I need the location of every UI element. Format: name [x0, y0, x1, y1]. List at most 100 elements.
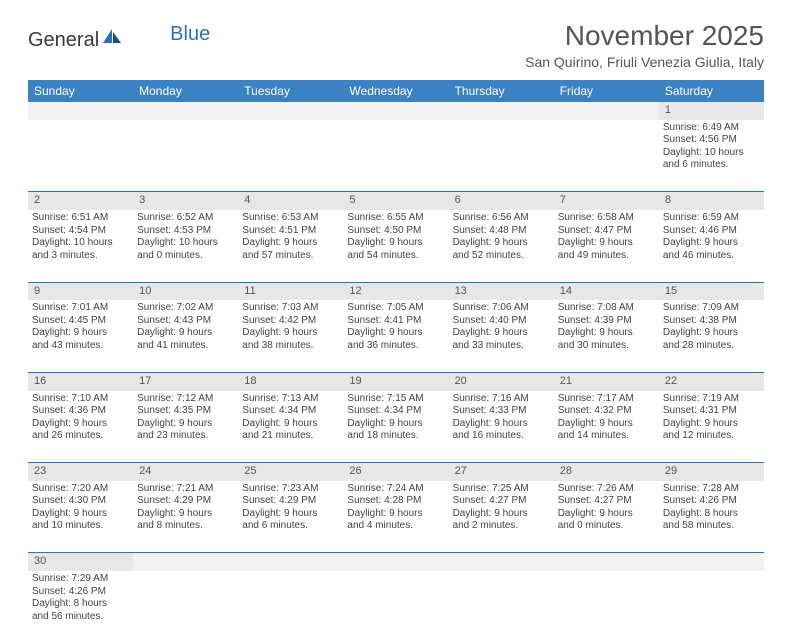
weekday-header: Monday	[133, 80, 238, 102]
day-cell	[238, 120, 343, 192]
daylight-text: Daylight: 9 hours	[242, 327, 339, 340]
daylight-text: Daylight: 9 hours	[453, 327, 550, 340]
sunrise-text: Sunrise: 7:03 AM	[242, 302, 339, 315]
day-cell: Sunrise: 7:21 AMSunset: 4:29 PMDaylight:…	[133, 481, 238, 553]
day-number	[554, 553, 659, 571]
day-number: 11	[238, 282, 343, 300]
day-cell	[449, 120, 554, 192]
day-cell: Sunrise: 7:23 AMSunset: 4:29 PMDaylight:…	[238, 481, 343, 553]
daylight-text: Daylight: 9 hours	[453, 418, 550, 431]
daylight-text: and 41 minutes.	[137, 340, 234, 353]
daylight-text: Daylight: 9 hours	[137, 418, 234, 431]
week-row: Sunrise: 6:49 AMSunset: 4:56 PMDaylight:…	[28, 120, 764, 192]
day-number	[343, 102, 448, 120]
day-cell: Sunrise: 7:16 AMSunset: 4:33 PMDaylight:…	[449, 391, 554, 463]
day-cell: Sunrise: 7:19 AMSunset: 4:31 PMDaylight:…	[659, 391, 764, 463]
daylight-text: and 16 minutes.	[453, 430, 550, 443]
day-cell: Sunrise: 6:51 AMSunset: 4:54 PMDaylight:…	[28, 210, 133, 282]
day-number	[554, 102, 659, 120]
sunset-text: Sunset: 4:56 PM	[663, 134, 760, 147]
daynum-row: 1	[28, 102, 764, 120]
day-number: 3	[133, 192, 238, 210]
weekday-header: Tuesday	[238, 80, 343, 102]
sunrise-text: Sunrise: 7:09 AM	[663, 302, 760, 315]
day-number: 1	[659, 102, 764, 120]
day-number: 2	[28, 192, 133, 210]
daylight-text: and 2 minutes.	[453, 520, 550, 533]
sunrise-text: Sunrise: 6:49 AM	[663, 122, 760, 135]
daynum-row: 16171819202122	[28, 372, 764, 390]
day-cell: Sunrise: 7:13 AMSunset: 4:34 PMDaylight:…	[238, 391, 343, 463]
daylight-text: Daylight: 9 hours	[347, 418, 444, 431]
day-cell	[449, 571, 554, 643]
sunrise-text: Sunrise: 6:58 AM	[558, 212, 655, 225]
daylight-text: and 4 minutes.	[347, 520, 444, 533]
day-cell: Sunrise: 7:15 AMSunset: 4:34 PMDaylight:…	[343, 391, 448, 463]
daylight-text: and 28 minutes.	[663, 340, 760, 353]
daylight-text: Daylight: 9 hours	[137, 508, 234, 521]
day-number: 22	[659, 372, 764, 390]
daylight-text: Daylight: 9 hours	[32, 508, 129, 521]
sunrise-text: Sunrise: 7:19 AM	[663, 393, 760, 406]
sunset-text: Sunset: 4:29 PM	[137, 495, 234, 508]
sunrise-text: Sunrise: 7:24 AM	[347, 483, 444, 496]
daylight-text: and 12 minutes.	[663, 430, 760, 443]
sunrise-text: Sunrise: 7:15 AM	[347, 393, 444, 406]
daylight-text: Daylight: 9 hours	[663, 237, 760, 250]
day-number: 28	[554, 463, 659, 481]
sunset-text: Sunset: 4:48 PM	[453, 225, 550, 238]
daylight-text: Daylight: 9 hours	[347, 508, 444, 521]
sunset-text: Sunset: 4:40 PM	[453, 315, 550, 328]
day-number: 6	[449, 192, 554, 210]
week-row: Sunrise: 7:29 AMSunset: 4:26 PMDaylight:…	[28, 571, 764, 643]
day-cell: Sunrise: 7:17 AMSunset: 4:32 PMDaylight:…	[554, 391, 659, 463]
weekday-header: Wednesday	[343, 80, 448, 102]
sunrise-text: Sunrise: 7:29 AM	[32, 573, 129, 586]
day-number	[343, 553, 448, 571]
daylight-text: Daylight: 9 hours	[663, 327, 760, 340]
daylight-text: Daylight: 9 hours	[453, 237, 550, 250]
daylight-text: Daylight: 9 hours	[558, 508, 655, 521]
daylight-text: and 54 minutes.	[347, 250, 444, 263]
sunset-text: Sunset: 4:32 PM	[558, 405, 655, 418]
day-cell: Sunrise: 6:56 AMSunset: 4:48 PMDaylight:…	[449, 210, 554, 282]
sunrise-text: Sunrise: 7:25 AM	[453, 483, 550, 496]
day-number	[238, 553, 343, 571]
daylight-text: Daylight: 9 hours	[242, 418, 339, 431]
daynum-row: 23242526272829	[28, 463, 764, 481]
sunrise-text: Sunrise: 6:53 AM	[242, 212, 339, 225]
day-number: 26	[343, 463, 448, 481]
sunset-text: Sunset: 4:50 PM	[347, 225, 444, 238]
day-cell: Sunrise: 6:49 AMSunset: 4:56 PMDaylight:…	[659, 120, 764, 192]
day-number: 19	[343, 372, 448, 390]
sunset-text: Sunset: 4:51 PM	[242, 225, 339, 238]
daylight-text: and 43 minutes.	[32, 340, 129, 353]
day-number: 20	[449, 372, 554, 390]
daynum-row: 30	[28, 553, 764, 571]
daylight-text: and 46 minutes.	[663, 250, 760, 263]
daylight-text: Daylight: 10 hours	[137, 237, 234, 250]
day-number: 30	[28, 553, 133, 571]
sunrise-text: Sunrise: 6:51 AM	[32, 212, 129, 225]
daylight-text: and 57 minutes.	[242, 250, 339, 263]
daylight-text: and 52 minutes.	[453, 250, 550, 263]
daylight-text: and 26 minutes.	[32, 430, 129, 443]
sunrise-text: Sunrise: 7:20 AM	[32, 483, 129, 496]
day-cell	[133, 571, 238, 643]
daylight-text: and 33 minutes.	[453, 340, 550, 353]
daylight-text: and 56 minutes.	[32, 611, 129, 624]
weekday-header: Friday	[554, 80, 659, 102]
daylight-text: Daylight: 9 hours	[558, 327, 655, 340]
sunset-text: Sunset: 4:36 PM	[32, 405, 129, 418]
sunrise-text: Sunrise: 7:16 AM	[453, 393, 550, 406]
daylight-text: and 10 minutes.	[32, 520, 129, 533]
day-cell: Sunrise: 7:26 AMSunset: 4:27 PMDaylight:…	[554, 481, 659, 553]
daylight-text: and 14 minutes.	[558, 430, 655, 443]
daylight-text: Daylight: 9 hours	[558, 418, 655, 431]
day-number: 24	[133, 463, 238, 481]
daylight-text: and 8 minutes.	[137, 520, 234, 533]
day-number	[659, 553, 764, 571]
sunrise-text: Sunrise: 7:17 AM	[558, 393, 655, 406]
sunset-text: Sunset: 4:45 PM	[32, 315, 129, 328]
daylight-text: Daylight: 9 hours	[32, 327, 129, 340]
